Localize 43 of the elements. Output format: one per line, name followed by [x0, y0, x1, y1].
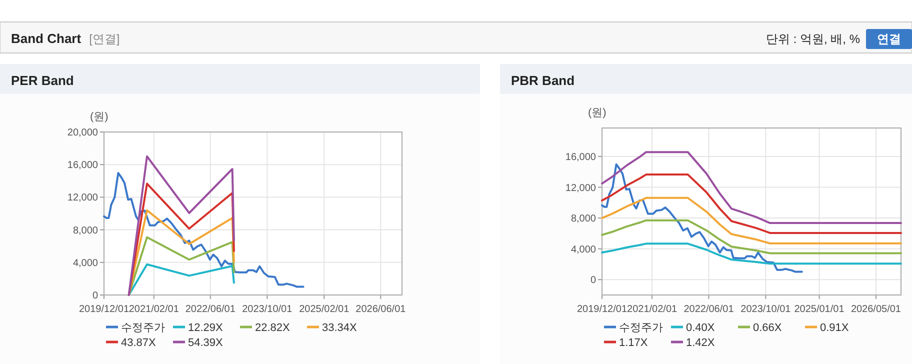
y-tick-label: 0 [590, 275, 596, 286]
x-tick-label: 2026/05/01 [850, 304, 902, 315]
legend-label: 12.29X [188, 322, 224, 334]
legend-label: 수정주가 [619, 322, 663, 334]
y-tick-label: 8,000 [72, 225, 98, 236]
x-tick-label: 2026/06/01 [356, 304, 406, 315]
legend-label: 수정주가 [121, 322, 165, 334]
y-tick-label: 16,000 [67, 160, 98, 172]
x-tick-label: 2022/06/01 [684, 304, 734, 315]
y-tick-label: 4,000 [570, 244, 596, 256]
y-tick-label: 12,000 [565, 182, 596, 194]
x-tick-label: 2023/10/01 [242, 304, 293, 315]
text: Band Chart [11, 31, 82, 46]
legend-label: 1.42X [686, 337, 716, 349]
chart-title: PBR Band [511, 73, 575, 88]
x-tick-label: 2022/06/01 [185, 304, 236, 315]
x-tick-label: 2019/12/01 [576, 304, 628, 315]
y-tick-label: 16,000 [565, 152, 596, 163]
x-tick-label: 2023/10/01 [740, 304, 792, 315]
legend-label: 33.34X [322, 322, 358, 334]
legend-label: 0.40X [686, 322, 716, 334]
y-tick-label: 8,000 [570, 214, 596, 225]
legend-label: 43.87X [121, 337, 157, 349]
legend-label: 0.91X [820, 322, 850, 334]
text: 단위 : 억원, 배, % [766, 32, 860, 46]
chart-title: PER Band [11, 73, 74, 88]
x-tick-label: 2025/02/01 [299, 304, 350, 315]
legend-label: 1.17X [619, 337, 648, 349]
legend-label: 0.66X [753, 322, 782, 334]
y-tick-label: 12,000 [67, 192, 98, 204]
legend-label: 54.39X [188, 337, 224, 349]
legend-label: 22.82X [255, 322, 291, 334]
y-tick-label: 0 [92, 290, 98, 302]
x-tick-label: 2025/01/01 [794, 304, 845, 315]
y-axis-title: (원) [90, 111, 108, 123]
text: 연결 [877, 32, 901, 46]
text: [연결] [89, 32, 120, 46]
y-tick-label: 20,000 [67, 128, 98, 138]
x-tick-label: 2021/02/01 [128, 304, 180, 315]
x-tick-label: 2021/02/01 [627, 304, 678, 315]
x-tick-label: 2019/12/01 [78, 304, 130, 315]
y-tick-label: 4,000 [72, 258, 98, 269]
y-axis-title: (원) [588, 107, 606, 119]
